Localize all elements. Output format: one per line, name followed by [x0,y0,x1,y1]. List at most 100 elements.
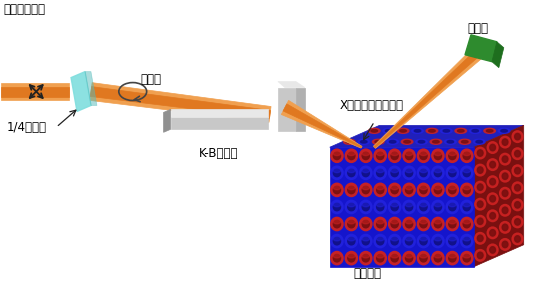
Ellipse shape [400,130,406,132]
Ellipse shape [403,200,415,214]
Ellipse shape [372,139,384,144]
Ellipse shape [449,254,456,262]
Ellipse shape [387,139,398,144]
Ellipse shape [455,128,466,133]
Ellipse shape [449,169,456,177]
Ellipse shape [416,139,427,144]
Ellipse shape [405,219,413,224]
Ellipse shape [388,234,401,248]
Polygon shape [474,125,524,267]
Ellipse shape [487,176,498,187]
Ellipse shape [446,166,459,179]
Ellipse shape [420,253,427,258]
Ellipse shape [432,166,444,179]
Ellipse shape [377,220,384,228]
Ellipse shape [446,234,459,248]
Ellipse shape [388,200,401,214]
Ellipse shape [515,219,520,225]
Ellipse shape [477,167,483,173]
Ellipse shape [333,220,340,228]
Ellipse shape [449,237,456,245]
Ellipse shape [333,237,340,245]
Ellipse shape [344,139,355,144]
Ellipse shape [448,151,456,156]
Text: X線マイクロビーム: X線マイクロビーム [340,100,404,112]
Ellipse shape [390,185,399,190]
Ellipse shape [374,252,386,265]
Ellipse shape [434,186,442,194]
Ellipse shape [376,236,384,241]
Ellipse shape [403,183,415,196]
Ellipse shape [446,200,459,214]
Ellipse shape [417,252,430,265]
Ellipse shape [412,128,424,133]
Ellipse shape [475,147,486,159]
Ellipse shape [420,254,427,262]
Ellipse shape [333,186,340,194]
Ellipse shape [397,128,409,133]
Ellipse shape [391,186,398,194]
Ellipse shape [386,130,392,132]
Ellipse shape [345,149,358,162]
Ellipse shape [446,217,459,231]
Ellipse shape [434,169,442,177]
Ellipse shape [377,152,384,160]
Ellipse shape [348,219,355,224]
Ellipse shape [391,152,398,160]
Text: 円偏光: 円偏光 [141,73,162,86]
Ellipse shape [362,168,370,173]
Ellipse shape [362,202,370,207]
Ellipse shape [501,130,507,132]
Ellipse shape [360,234,372,248]
Ellipse shape [515,151,520,157]
Ellipse shape [362,186,370,194]
Ellipse shape [461,183,473,196]
Ellipse shape [414,130,421,132]
Ellipse shape [490,230,496,236]
Ellipse shape [362,236,370,241]
Ellipse shape [348,220,355,228]
Ellipse shape [446,149,459,162]
Ellipse shape [433,140,439,143]
Text: 水平直線偏光: 水平直線偏光 [3,3,46,16]
Ellipse shape [358,139,370,144]
Ellipse shape [348,203,355,211]
Ellipse shape [345,166,358,179]
Ellipse shape [374,166,386,179]
Ellipse shape [490,196,496,202]
Ellipse shape [374,217,386,231]
Ellipse shape [345,217,358,231]
Ellipse shape [331,166,343,179]
Ellipse shape [499,239,510,250]
Ellipse shape [376,185,384,190]
Ellipse shape [458,130,464,132]
Ellipse shape [348,152,355,160]
Ellipse shape [405,203,412,211]
Ellipse shape [362,203,370,211]
Ellipse shape [420,220,427,228]
Ellipse shape [346,140,353,143]
Polygon shape [90,83,271,122]
Ellipse shape [376,219,384,224]
Ellipse shape [371,130,377,132]
Ellipse shape [403,234,415,248]
Ellipse shape [360,217,372,231]
Ellipse shape [463,151,471,156]
Ellipse shape [434,202,442,207]
Ellipse shape [463,202,471,207]
Ellipse shape [405,151,413,156]
Ellipse shape [432,149,444,162]
Polygon shape [2,83,69,100]
Ellipse shape [403,252,415,265]
Ellipse shape [463,219,471,224]
Ellipse shape [463,237,470,245]
Polygon shape [283,104,362,148]
Ellipse shape [420,168,427,173]
Ellipse shape [388,252,401,265]
Ellipse shape [374,234,386,248]
Ellipse shape [463,253,471,258]
Ellipse shape [499,153,510,165]
Ellipse shape [360,252,372,265]
Ellipse shape [432,234,444,248]
Ellipse shape [348,186,355,194]
